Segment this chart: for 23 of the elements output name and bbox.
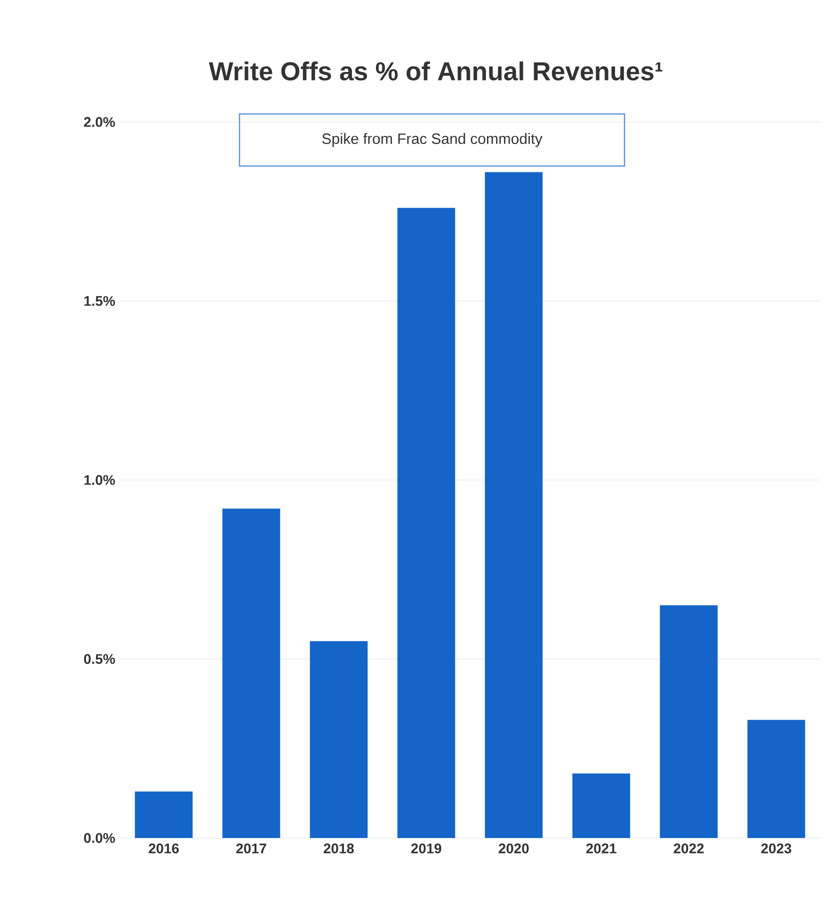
x-tick-label: 2021 [586,844,616,854]
bar [484,172,543,838]
y-tick-label: 2.0% [84,117,115,127]
bar [572,774,630,838]
bar [310,641,368,838]
x-tick-label: 2016 [148,844,179,854]
y-tick-label: 1.0% [84,475,115,485]
x-tick-label: 2022 [674,844,704,854]
y-tick-label: 0.5% [84,654,115,664]
x-tick-label: 2019 [411,844,442,854]
x-tick-label: 2020 [498,844,529,854]
x-tick-label: 2023 [761,844,792,854]
y-tick-label: 0.0% [84,833,115,843]
bar [747,720,806,838]
annotation: Spike from Frac Sand commodity [322,133,542,147]
chart-title: Write Offs as % of Annual Revenues¹ [208,61,662,80]
bar [397,208,456,838]
bar [222,508,280,838]
x-tick-label: 2018 [324,844,354,854]
x-tick-label: 2017 [236,844,266,854]
bar [660,605,718,838]
y-tick-label: 1.5% [84,296,115,306]
bar [134,791,193,838]
